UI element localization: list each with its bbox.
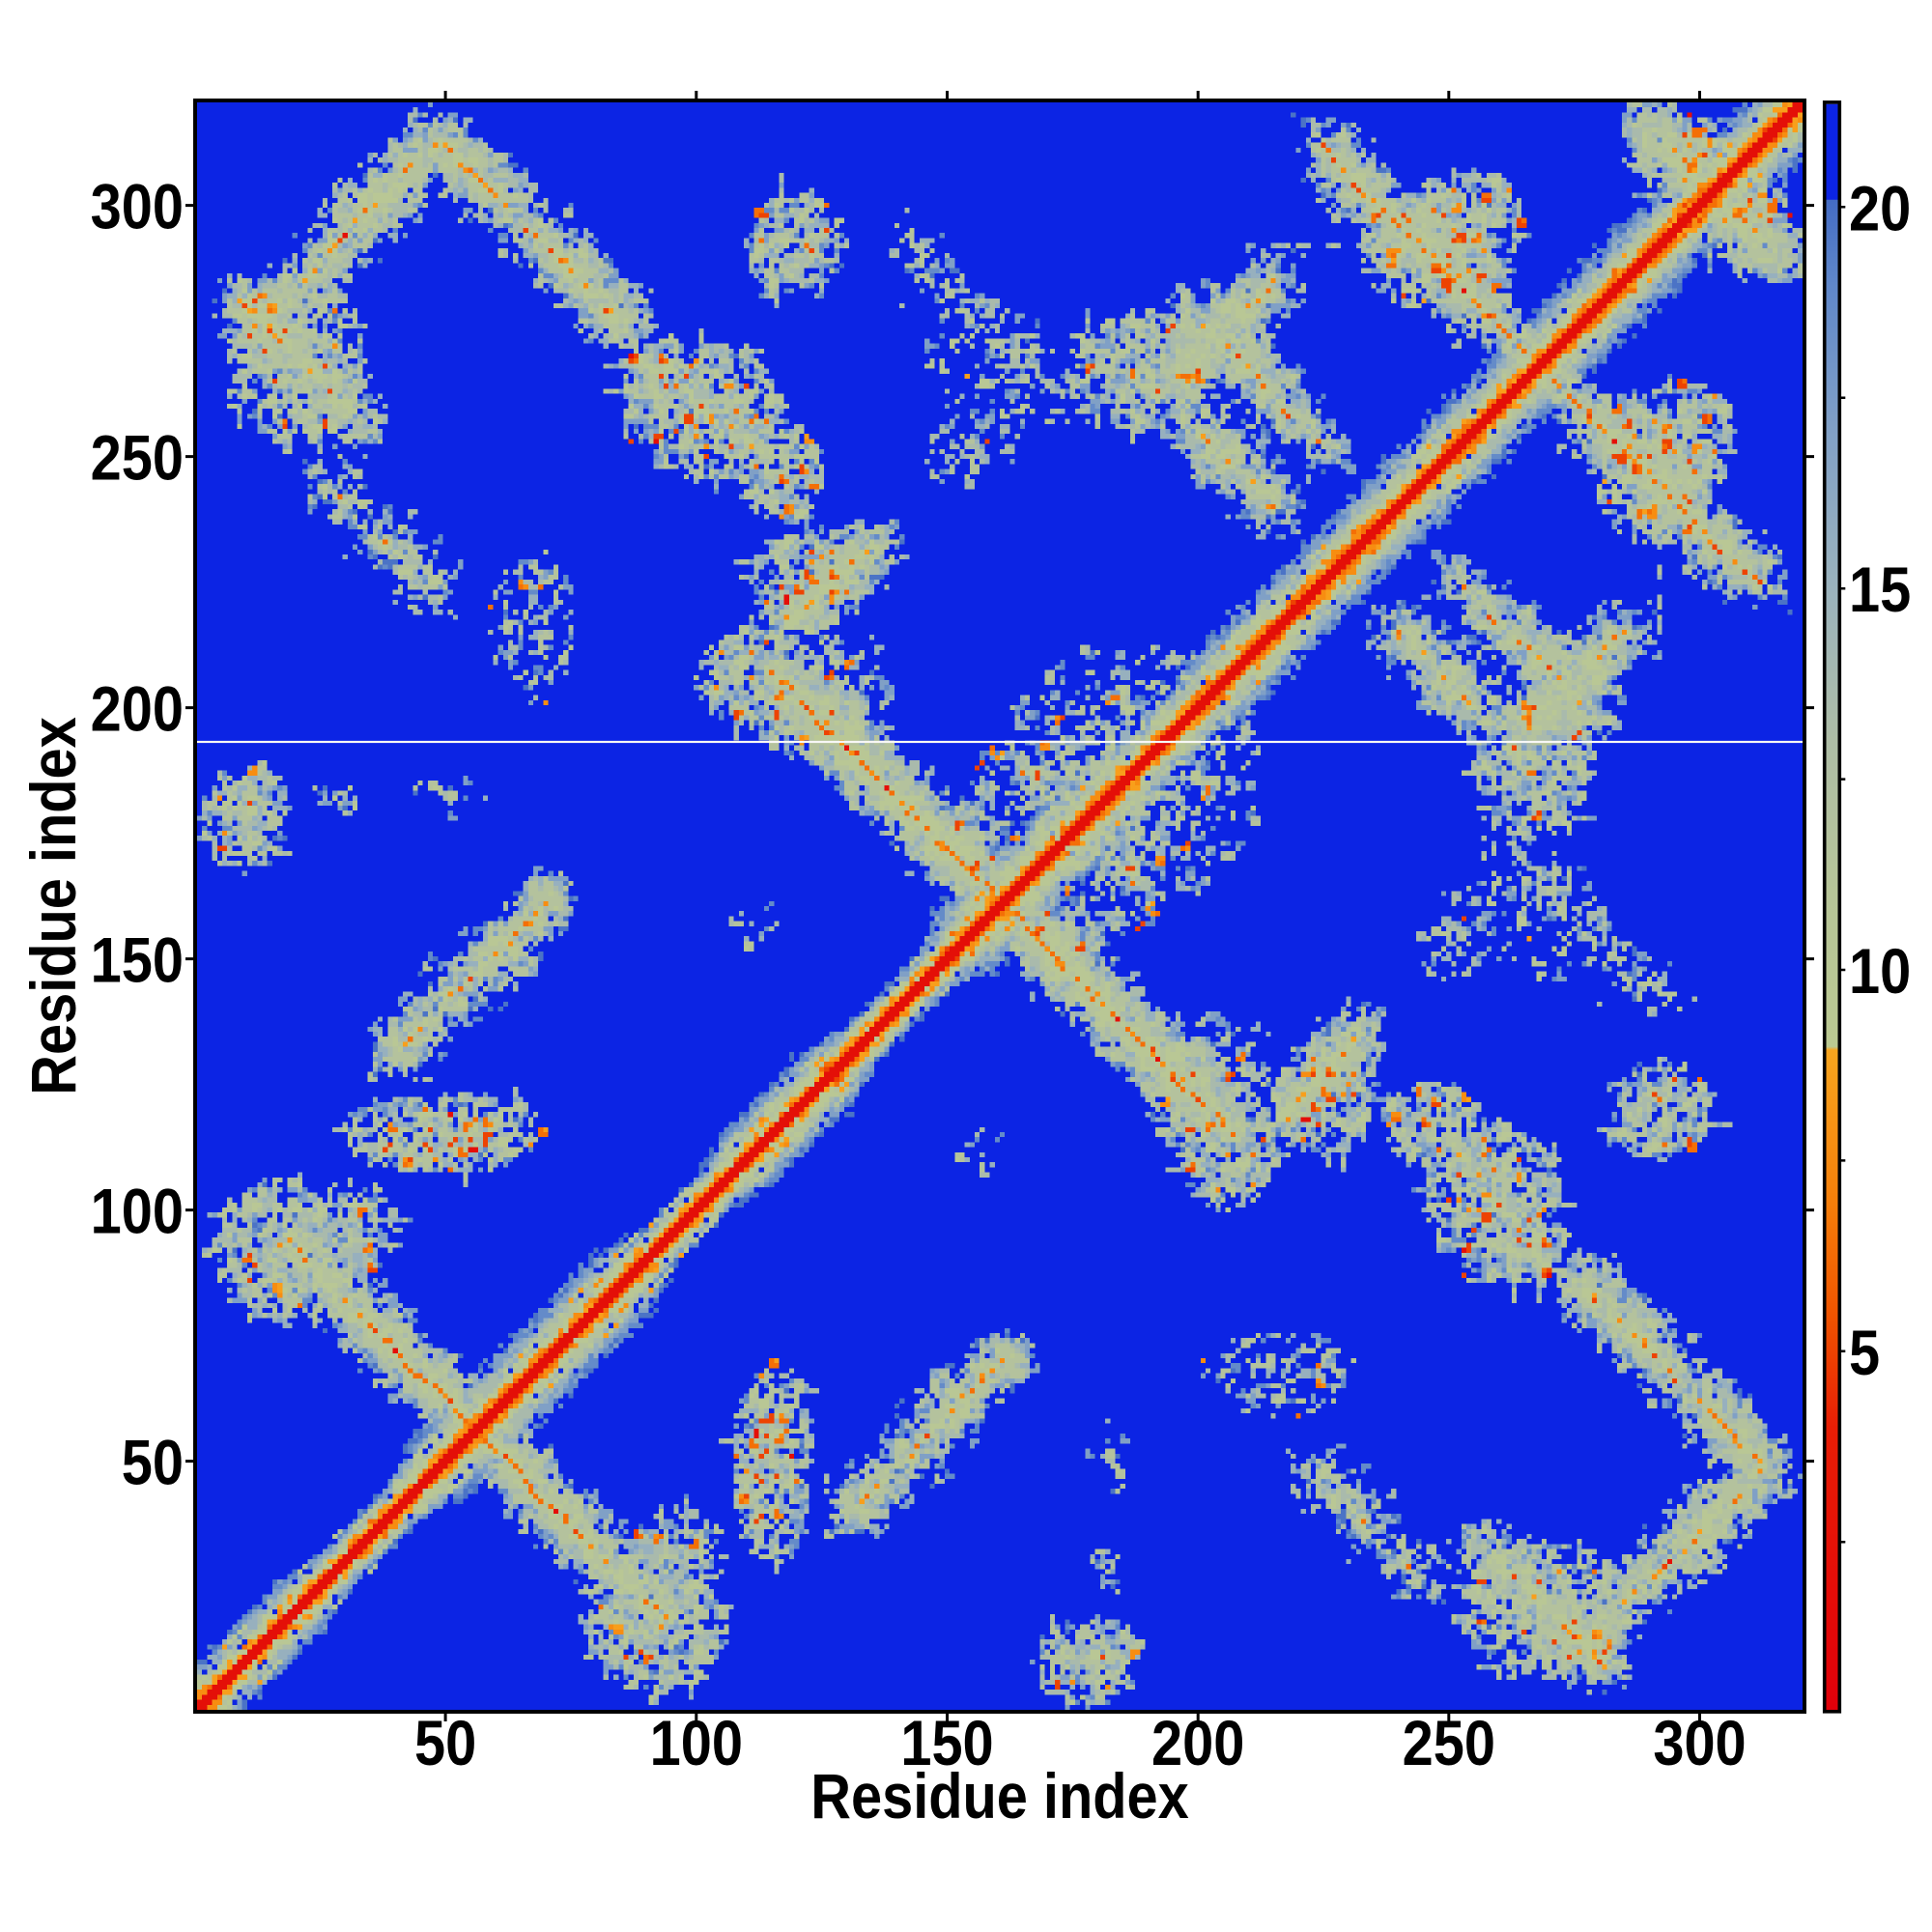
svg-text:150: 150	[91, 925, 184, 996]
svg-text:10: 10	[1849, 936, 1911, 1007]
svg-text:250: 250	[1403, 1708, 1495, 1778]
svg-text:50: 50	[414, 1708, 476, 1778]
svg-text:100: 100	[91, 1177, 184, 1247]
svg-text:20: 20	[1849, 174, 1911, 244]
svg-text:150: 150	[900, 1708, 993, 1778]
svg-text:15: 15	[1849, 555, 1911, 626]
svg-text:5: 5	[1849, 1318, 1880, 1388]
svg-text:300: 300	[1653, 1708, 1746, 1778]
svg-text:Residue index: Residue index	[18, 717, 89, 1095]
svg-text:200: 200	[1151, 1708, 1244, 1778]
svg-text:250: 250	[91, 423, 184, 494]
svg-text:300: 300	[91, 172, 184, 242]
svg-text:Residue index: Residue index	[810, 1761, 1189, 1832]
svg-text:100: 100	[650, 1708, 743, 1778]
svg-text:50: 50	[122, 1428, 184, 1498]
svg-text:200: 200	[91, 674, 184, 745]
